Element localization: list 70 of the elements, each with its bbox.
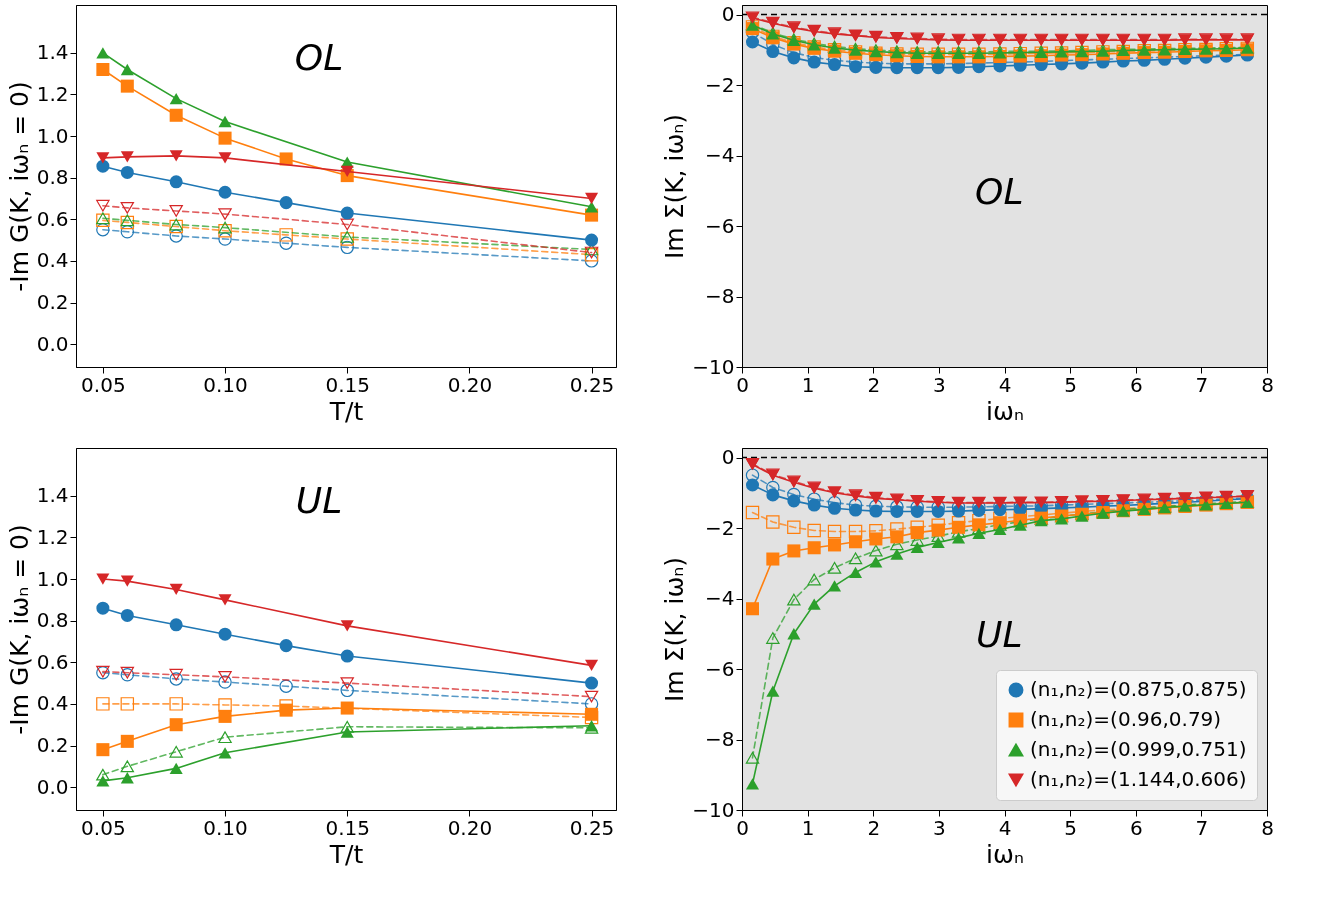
y-tick-label: 1.2 — [36, 81, 69, 106]
y-tick-label: 0 — [721, 2, 735, 27]
x-tick-label: 8 — [1261, 815, 1274, 840]
y-tick-label: −4 — [705, 586, 735, 611]
legend-label: (n₁,n₂)=(0.875,0.875) — [1030, 677, 1247, 701]
x-tick-label: 4 — [998, 372, 1012, 397]
annotation: OL — [294, 37, 344, 79]
x-tick-label: 0.10 — [203, 815, 248, 840]
annotation: UL — [976, 614, 1023, 656]
legend-label: (n₁,n₂)=(0.999,0.751) — [1030, 737, 1247, 761]
x-tick-label: 1 — [801, 372, 815, 397]
y-tick-label: 0.4 — [36, 248, 69, 273]
y-tick-label: −8 — [705, 284, 735, 308]
x-tick-label: 0.25 — [569, 815, 615, 840]
x-tick-label: 2 — [867, 372, 881, 397]
y-tick-label: −10 — [692, 797, 735, 822]
x-tick-label: 0.15 — [325, 372, 370, 397]
y-tick-label: 1.0 — [36, 123, 69, 148]
x-tick-label: 0.05 — [81, 372, 126, 397]
legend-label: (n₁,n₂)=(1.144,0.606) — [1030, 767, 1247, 791]
y-tick-label: 0.2 — [36, 290, 69, 315]
y-axis-title: -Im G(K, iωₙ = 0) — [4, 524, 34, 735]
y-tick-label: 0 — [721, 445, 735, 470]
y-tick-label: 0.2 — [36, 733, 69, 758]
y-tick-label: 0.4 — [36, 691, 69, 716]
y-tick-label: 1.0 — [36, 566, 69, 591]
y-tick-label: −2 — [705, 515, 735, 540]
x-tick-label: 0.20 — [447, 815, 493, 840]
x-axis-title: T/t — [328, 396, 364, 426]
x-tick-label: 6 — [1129, 372, 1143, 397]
y-tick-label: 0.0 — [36, 774, 69, 799]
y-tick-label: −6 — [705, 213, 735, 238]
y-axis-title: Im Σ(K, iωₙ) — [660, 113, 690, 260]
y-tick-label: 0.8 — [36, 608, 69, 633]
y-tick-label: 0.8 — [36, 165, 69, 190]
y-tick-label: 1.2 — [36, 524, 69, 549]
x-axis-title: iωₙ — [986, 396, 1024, 426]
y-axis-title: -Im G(K, iωₙ = 0) — [4, 81, 34, 292]
x-tick-label: 3 — [933, 372, 946, 397]
y-tick-label: −2 — [705, 72, 735, 97]
x-tick-label: 0.05 — [81, 815, 126, 840]
y-tick-label: 1.4 — [36, 40, 69, 65]
x-tick-label: 0.20 — [447, 372, 493, 397]
x-tick-label: 7 — [1195, 815, 1209, 840]
x-tick-label: 5 — [1064, 815, 1077, 840]
x-tick-label: 0.10 — [203, 372, 248, 397]
annotation: OL — [975, 171, 1024, 213]
y-tick-label: −4 — [705, 143, 735, 168]
x-tick-label: 4 — [998, 815, 1012, 840]
y-tick-label: −6 — [705, 656, 735, 681]
x-tick-label: 6 — [1129, 815, 1143, 840]
y-tick-label: 0.0 — [36, 331, 69, 356]
y-axis-title: Im Σ(K, iωₙ) — [660, 556, 690, 703]
x-tick-label: 8 — [1261, 372, 1274, 397]
x-axis-title: T/t — [328, 839, 364, 869]
y-tick-label: 1.4 — [36, 483, 69, 508]
annotation: UL — [295, 480, 343, 522]
y-tick-label: 0.6 — [36, 206, 69, 231]
y-tick-label: 0.6 — [36, 649, 69, 674]
x-tick-label: 7 — [1195, 372, 1209, 397]
x-tick-label: 2 — [867, 815, 881, 840]
x-axis-title: iωₙ — [986, 839, 1024, 869]
x-tick-label: 3 — [933, 815, 946, 840]
y-tick-label: −10 — [692, 354, 735, 379]
x-tick-label: 0.15 — [325, 815, 370, 840]
x-tick-label: 1 — [801, 815, 815, 840]
x-tick-label: 0.25 — [569, 372, 615, 397]
legend-label: (n₁,n₂)=(0.96,0.79) — [1030, 707, 1222, 731]
x-tick-label: 5 — [1064, 372, 1077, 397]
y-tick-label: −8 — [705, 727, 735, 751]
